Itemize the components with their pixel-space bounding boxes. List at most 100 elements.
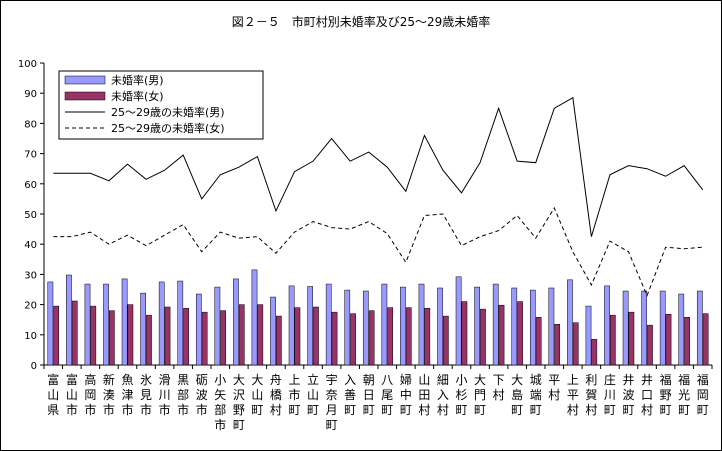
x-tick-label: 富山県 (47, 372, 59, 417)
legend-swatch (64, 75, 106, 85)
y-tick-label: 100 (18, 59, 37, 70)
x-tick-label: 高岡市 (84, 372, 96, 417)
bar-male (158, 281, 165, 366)
bar-female (461, 301, 468, 366)
x-tick-label: 上市町 (288, 373, 300, 417)
legend-label: 25～29歳の未婚率(男) (111, 105, 225, 119)
bar-female (238, 304, 245, 366)
x-tick-label: 氷見市 (140, 373, 152, 417)
x-tick-label: 福光町 (678, 372, 690, 417)
x-tick-label: 井口村 (641, 373, 653, 417)
x-tick-label: 魚津市 (121, 373, 133, 417)
bar-female (609, 314, 616, 366)
bar-female (647, 324, 653, 366)
x-tick-label: 平村 (548, 373, 560, 402)
bar-female (257, 304, 264, 366)
bar-male (474, 286, 481, 366)
bar-female (90, 305, 97, 366)
bar-female (164, 306, 171, 366)
x-tick-label: 朝日町 (363, 373, 375, 417)
y-tick-label: 80 (24, 119, 37, 130)
bar-female (201, 311, 208, 366)
bar-male (251, 269, 258, 366)
x-tick-label: 大沢野町 (233, 373, 245, 432)
bar-male (103, 283, 109, 366)
bar-male (177, 280, 184, 366)
x-tick-label: 入善町 (344, 373, 356, 417)
x-tick-label: 大島町 (511, 373, 523, 417)
bar-female (183, 307, 189, 366)
bar-male (270, 296, 276, 366)
bar-female (572, 322, 579, 366)
bar-female (684, 317, 690, 366)
bar-female (331, 311, 338, 366)
bar-female (702, 313, 709, 366)
y-tick-label: 60 (24, 180, 37, 191)
legend-swatch (64, 91, 106, 101)
x-tick-label: 滑川市 (159, 373, 171, 417)
line-male-25-29 (53, 96, 704, 237)
x-tick-label: 小矢部市 (214, 373, 226, 432)
bar-male (548, 287, 555, 366)
bar-female (368, 310, 375, 366)
y-tick-label: 90 (24, 89, 37, 100)
bar-male (214, 286, 221, 366)
x-tick-label: 宇奈月町 (326, 373, 338, 432)
bar-male (659, 290, 666, 366)
bar-male (344, 289, 351, 366)
chart-title: 図２－５ 市町村別未婚率及び25～29歳未婚率 (232, 14, 491, 29)
x-tick-label: 八尾町 (381, 373, 393, 417)
bar-female (53, 305, 60, 366)
x-tick-label: 井波町 (622, 373, 634, 417)
bar-female (387, 307, 394, 366)
bar-male (325, 283, 332, 366)
bar-female (220, 310, 227, 366)
bar-male (66, 274, 72, 366)
bar-female (405, 307, 412, 366)
x-tick-label: 福岡町 (697, 372, 709, 417)
bar-male (381, 283, 388, 366)
bar-male (622, 290, 629, 366)
bar-female (127, 304, 134, 366)
bar-male (140, 292, 147, 366)
line-female-25-29 (53, 206, 703, 297)
bar-male (696, 290, 703, 366)
bar-male (492, 283, 499, 366)
bar-male (678, 293, 685, 366)
y-tick-label: 70 (24, 150, 37, 161)
x-tick-label: 富山市 (66, 372, 78, 417)
x-tick-label: 黒部市 (177, 373, 189, 417)
bar-female (498, 304, 505, 366)
bar-female (665, 314, 672, 366)
bar-male (121, 278, 128, 366)
x-tick-label: 婦中町 (400, 372, 412, 417)
y-tick-label: 50 (24, 210, 37, 221)
bar-female (591, 339, 598, 366)
x-tick-label: 立山町 (307, 372, 319, 417)
legend-label: 未婚率(男) (111, 73, 164, 87)
x-tick-label: 細入村 (437, 373, 449, 417)
bar-female (480, 308, 486, 366)
y-tick-label: 0 (31, 361, 37, 372)
bar-male (567, 279, 573, 366)
bar-male (288, 285, 295, 366)
bar-female (350, 313, 356, 366)
bar-female (275, 315, 282, 366)
bar-male (307, 286, 314, 366)
bar-male (418, 283, 425, 366)
x-tick-label: 庄川町 (604, 372, 616, 417)
bar-female (554, 323, 561, 366)
bar-female (517, 301, 523, 366)
y-tick-label: 30 (24, 270, 37, 281)
x-tick-label: 山田村 (418, 373, 430, 417)
bar-female (424, 307, 431, 366)
bar-male (529, 289, 536, 366)
x-tick-label: 利賀村 (585, 373, 597, 417)
y-tick-label: 40 (24, 240, 37, 251)
bar-male (604, 285, 610, 366)
legend-label: 未婚率(女) (111, 89, 164, 103)
legend-label: 25～29歳の未婚率(女) (111, 121, 225, 135)
bar-female (108, 310, 115, 366)
bar-female (442, 315, 449, 366)
